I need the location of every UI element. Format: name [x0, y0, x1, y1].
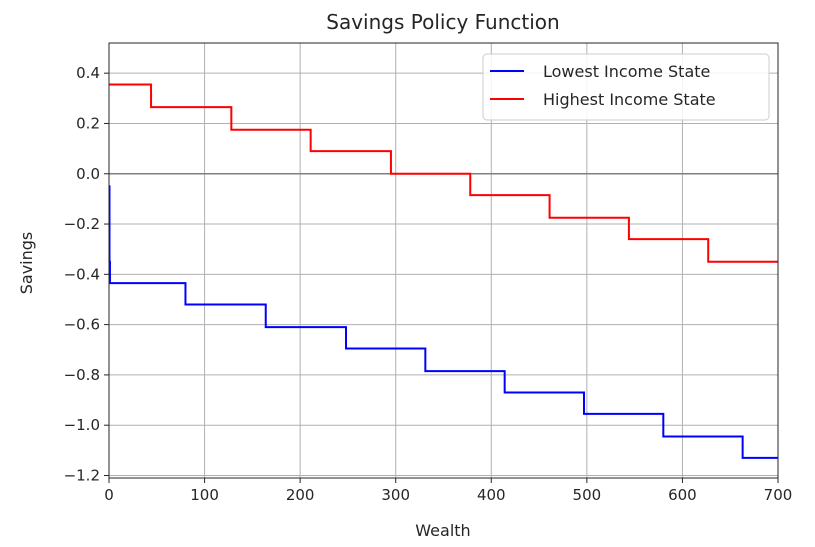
- series-line: [109, 83, 778, 263]
- legend: Lowest Income State Highest Income State: [482, 53, 770, 121]
- x-tick-label: 400: [477, 486, 506, 504]
- x-tick-label: 600: [668, 486, 697, 504]
- x-tick-label: 700: [764, 486, 793, 504]
- legend-label: Lowest Income State: [543, 62, 710, 81]
- y-axis-label: Savings: [17, 232, 36, 295]
- y-tick-label: 0.4: [76, 64, 100, 82]
- legend-label: Highest Income State: [543, 90, 716, 109]
- y-tick-label: −0.6: [64, 316, 100, 334]
- y-tick-label: −0.2: [64, 215, 100, 233]
- y-tick-label: −1.0: [64, 416, 100, 434]
- y-tick-label: −1.2: [64, 466, 100, 484]
- plot-area-frame: [108, 42, 779, 479]
- y-tick-label: −0.8: [64, 366, 100, 384]
- y-tick-label: 0.0: [76, 165, 100, 183]
- x-tick-label: 100: [190, 486, 219, 504]
- axis-ticks: 0 100 200 300 400 500 600 700 0.4 0.2 0.0 −0.2 −0.4 −…: [64, 64, 793, 504]
- chart-title: Savings Policy Function: [326, 10, 559, 34]
- x-tick-label: 300: [381, 486, 410, 504]
- x-tick-label: 500: [573, 486, 602, 504]
- data-series: [108, 83, 778, 459]
- y-tick-label: 0.2: [76, 114, 100, 132]
- x-tick-label: 200: [286, 486, 315, 504]
- x-tick-label: 0: [104, 486, 114, 504]
- series-line: [108, 185, 778, 459]
- x-axis-label: Wealth: [415, 521, 470, 540]
- legend-box: [482, 53, 770, 121]
- y-tick-label: −0.4: [64, 265, 100, 283]
